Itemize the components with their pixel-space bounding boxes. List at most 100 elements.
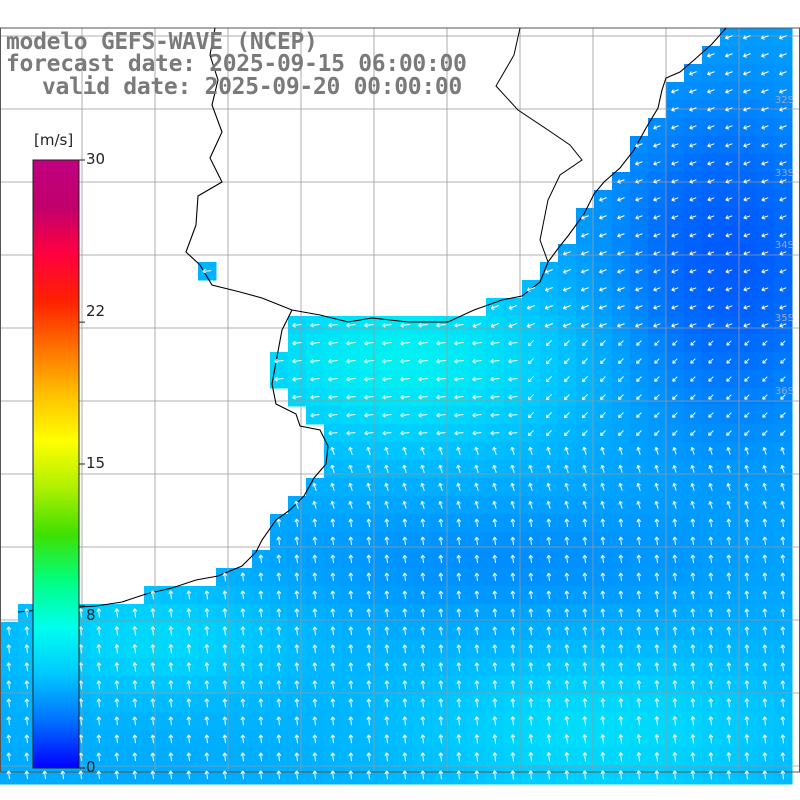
wind-arrow bbox=[744, 662, 750, 672]
wind-arrow bbox=[563, 376, 570, 383]
wind-arrow bbox=[618, 590, 624, 600]
wind-arrow bbox=[418, 394, 428, 400]
wind-arrow bbox=[725, 125, 733, 130]
wind-arrow bbox=[706, 71, 715, 76]
wind-arrow bbox=[420, 752, 426, 762]
wind-arrow bbox=[743, 143, 751, 148]
wind-arrow bbox=[690, 572, 696, 582]
wind-arrow bbox=[546, 752, 552, 762]
wind-arrow bbox=[689, 143, 697, 148]
wind-arrow bbox=[780, 500, 785, 509]
wind-arrow bbox=[276, 716, 282, 726]
wind-arrow bbox=[510, 590, 516, 600]
wind-arrow bbox=[690, 536, 696, 546]
wind-arrow bbox=[472, 322, 482, 328]
wind-arrow bbox=[222, 590, 228, 600]
wind-arrow bbox=[761, 89, 769, 94]
colorbar-tick-15: 15 bbox=[86, 454, 106, 472]
wind-arrow bbox=[399, 340, 410, 346]
wind-arrow bbox=[492, 626, 498, 636]
lat-label-32s: 32S bbox=[774, 95, 794, 106]
wind-arrow bbox=[671, 161, 679, 166]
wind-arrow bbox=[672, 644, 678, 654]
wind-arrow bbox=[618, 500, 623, 509]
wind-arrow bbox=[580, 269, 589, 274]
wind-arrow bbox=[546, 536, 552, 545]
wind-arrow bbox=[707, 305, 715, 310]
wind-arrow bbox=[24, 680, 30, 690]
wind-arrow bbox=[472, 430, 482, 436]
wind-arrow bbox=[690, 430, 696, 436]
wind-arrow bbox=[744, 430, 750, 436]
wind-arrow bbox=[186, 644, 192, 654]
wind-arrow bbox=[600, 554, 606, 563]
wind-arrow bbox=[526, 305, 536, 310]
wind-arrow bbox=[132, 770, 138, 780]
wind-arrow bbox=[366, 734, 372, 744]
wind-arrow bbox=[402, 500, 407, 509]
wind-arrow bbox=[708, 447, 713, 455]
wind-arrow bbox=[438, 590, 444, 600]
wind-arrow bbox=[276, 770, 282, 780]
wind-arrow bbox=[726, 626, 732, 636]
wind-arrow bbox=[726, 412, 732, 418]
wind-arrow bbox=[492, 698, 498, 708]
wind-arrow bbox=[761, 305, 769, 310]
wind-arrow bbox=[204, 698, 210, 708]
wind-arrow bbox=[330, 500, 335, 509]
wind-arrow bbox=[654, 680, 660, 690]
wind-arrow bbox=[330, 626, 336, 636]
wind-arrow bbox=[60, 770, 66, 780]
wind-arrow bbox=[366, 536, 372, 546]
wind-arrow bbox=[204, 770, 210, 780]
wind-arrow bbox=[436, 430, 446, 436]
wind-arrow bbox=[240, 644, 246, 654]
wind-arrow bbox=[402, 644, 408, 654]
wind-arrow bbox=[474, 644, 480, 654]
wind-arrow bbox=[545, 430, 552, 437]
wind-arrow bbox=[402, 734, 408, 744]
title-forecast-date: forecast date: 2025-09-15 06:00:00 bbox=[6, 51, 467, 77]
wind-arrow bbox=[563, 430, 570, 437]
wind-arrow bbox=[402, 608, 408, 618]
wind-arrow bbox=[580, 323, 589, 328]
wind-arrow bbox=[671, 107, 679, 112]
wind-arrow bbox=[96, 680, 102, 690]
wind-arrow bbox=[132, 734, 138, 744]
wind-arrow bbox=[742, 71, 751, 76]
wind-arrow bbox=[708, 376, 714, 382]
wind-arrow bbox=[186, 626, 192, 636]
wind-arrow bbox=[780, 698, 786, 708]
wind-arrow bbox=[708, 412, 714, 418]
wind-arrow bbox=[186, 698, 192, 708]
wind-arrow bbox=[150, 770, 156, 780]
wind-arrow bbox=[186, 716, 192, 726]
wind-arrow bbox=[150, 626, 156, 636]
wind-arrow bbox=[600, 734, 606, 744]
wind-arrow bbox=[454, 376, 464, 382]
wind-arrow bbox=[618, 412, 624, 418]
wind-arrow bbox=[564, 518, 570, 528]
wind-arrow bbox=[760, 53, 769, 58]
wind-arrow bbox=[96, 644, 102, 654]
wind-arrow bbox=[114, 680, 120, 690]
wind-arrow bbox=[582, 590, 588, 600]
wind-arrow bbox=[258, 770, 264, 780]
wind-arrow bbox=[402, 464, 407, 474]
wind-arrow bbox=[276, 554, 282, 564]
wind-arrow bbox=[600, 358, 606, 364]
wind-arrow bbox=[438, 644, 444, 654]
wind-arrow bbox=[420, 518, 426, 528]
wind-arrow bbox=[24, 608, 30, 618]
wind-arrow bbox=[400, 430, 410, 436]
wind-arrow bbox=[474, 698, 480, 708]
wind-arrow bbox=[384, 626, 390, 636]
wind-arrow bbox=[240, 698, 246, 708]
wind-arrow bbox=[780, 752, 786, 762]
wind-arrow bbox=[618, 340, 624, 346]
wind-arrow bbox=[708, 358, 714, 364]
wind-arrow bbox=[761, 143, 769, 148]
coastline bbox=[185, 27, 727, 323]
wind-arrow bbox=[438, 716, 444, 726]
wind-arrow bbox=[744, 340, 750, 346]
